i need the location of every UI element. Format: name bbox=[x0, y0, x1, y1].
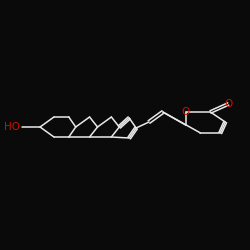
Text: HO: HO bbox=[4, 122, 20, 132]
Text: O: O bbox=[182, 107, 190, 117]
Text: O: O bbox=[224, 99, 232, 109]
